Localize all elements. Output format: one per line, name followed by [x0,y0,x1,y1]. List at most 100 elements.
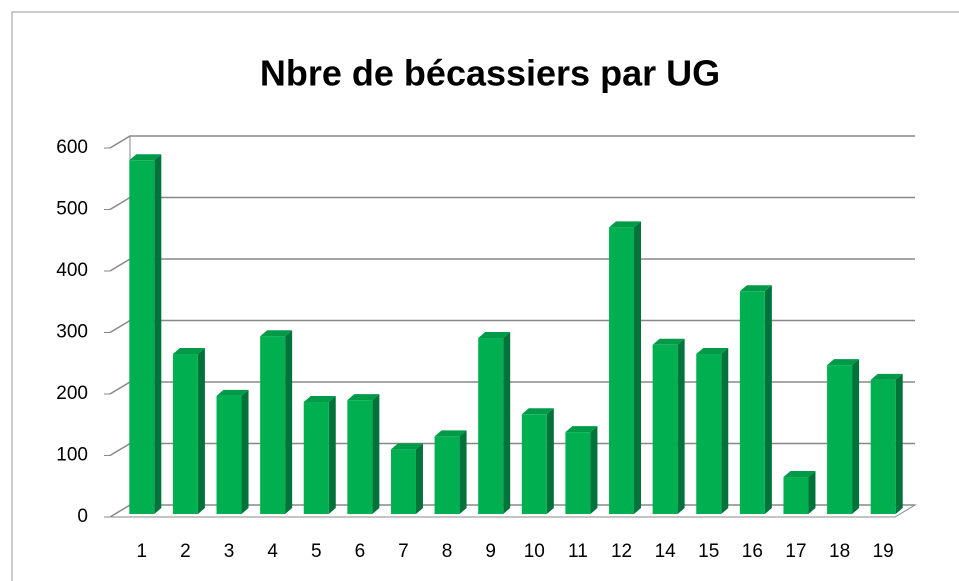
x-tick-label: 15 [698,541,719,562]
bar-top [783,471,816,478]
bar-side [372,394,380,514]
bar-front [609,227,635,514]
bar-side [634,221,642,514]
bar-top [609,221,642,228]
x-tick-label: 19 [873,541,894,562]
bar-side [503,332,511,514]
x-tick-label: 7 [398,541,409,562]
bar [303,395,336,514]
x-tick-label: 18 [829,541,850,562]
x-tick-label: 12 [611,541,632,562]
bar-front [347,400,373,514]
bar [478,332,511,514]
chart-title: Nbre de bécassiers par UG [260,53,720,94]
bar-side [852,359,860,514]
bar-front [216,395,242,514]
bar-side [546,408,554,514]
x-tick-label: 10 [524,541,545,562]
bar [565,426,598,514]
x-tick-label: 4 [267,541,278,562]
bar [652,338,685,514]
bar-side [808,471,816,514]
bar-front [521,414,547,514]
bar-top [827,359,860,366]
bar [390,443,423,514]
bar [260,330,293,514]
bar-top [260,330,293,337]
bar-side [328,395,336,514]
bar-front [434,436,460,514]
x-tick-label: 17 [785,541,806,562]
bar-top [390,443,423,450]
bar-top [347,394,380,401]
bar-side [241,389,249,514]
bar-front [260,336,286,514]
bar-top [696,348,729,355]
bar [172,348,205,514]
bar-side [197,348,205,514]
bar [216,389,249,514]
x-tick-label: 5 [311,541,322,562]
bar-front [783,477,809,514]
bar-top [870,373,903,380]
y-tick-label: 200 [56,383,88,404]
x-tick-label: 16 [742,541,763,562]
bar-front [129,160,155,515]
x-tick-label: 2 [180,541,191,562]
bar [434,430,467,514]
bar-top [478,332,511,339]
bar-front [827,365,853,514]
bar-front [565,432,591,514]
bar-front [478,338,504,514]
bar-top [216,389,249,396]
bar [347,394,380,514]
bar-side [895,373,903,514]
bar-front [870,379,896,514]
y-tick-label: 0 [77,506,88,527]
bar-side [764,285,772,514]
grid-line [109,135,915,149]
x-tick-label: 9 [485,541,496,562]
bar [827,359,860,514]
bar-side [677,338,685,514]
bar-front [303,401,329,514]
bar-front [652,344,678,514]
bar-front [696,354,722,514]
bar-side [459,430,467,514]
bar [609,221,642,514]
bar-side [154,154,162,515]
bar-top [652,338,685,345]
bar-top [434,430,467,437]
x-tick-label: 1 [137,541,148,562]
y-tick-label: 600 [56,137,88,158]
bar [783,471,816,514]
y-tick-label: 400 [56,260,88,281]
bar [521,408,554,514]
bar-side [415,443,423,514]
bar [739,285,772,514]
bar [870,373,903,514]
x-tick-label: 3 [224,541,235,562]
bar-front [739,291,765,514]
bar-top [739,285,772,292]
x-tick-label: 8 [442,541,453,562]
bar-side [721,348,729,514]
bar-top [129,154,162,161]
bar [129,154,162,515]
x-tick-label: 11 [568,541,588,562]
x-tick-label: 6 [355,541,366,562]
bar-top [172,348,205,355]
bar-front [390,449,416,514]
x-tick-label: 14 [655,541,677,562]
bar-top [565,426,598,433]
bar-top [521,408,554,415]
y-tick-label: 300 [56,322,88,343]
bar-side [285,330,293,514]
y-tick-label: 500 [56,199,88,220]
bar-top [303,395,336,402]
bar-side [590,426,598,514]
bar-front [172,354,198,514]
bar [696,348,729,514]
y-tick-label: 100 [56,445,88,466]
